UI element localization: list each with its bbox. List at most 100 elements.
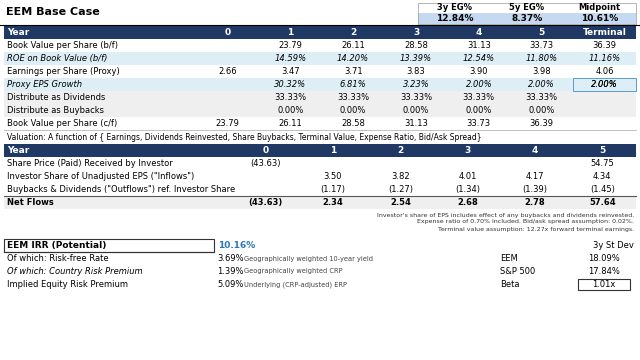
Bar [4,39,636,52]
Text: Investor Share of Unadjusted EPS ("Inflows"): Investor Share of Unadjusted EPS ("Inflo… [7,172,195,181]
Text: 12.54%: 12.54% [463,54,495,63]
Text: 11.16%: 11.16% [589,54,621,63]
Text: 2.34: 2.34 [323,198,344,207]
Text: Beta: Beta [500,280,520,289]
Text: (1.39): (1.39) [522,185,547,194]
Text: Geographically weighted CRP: Geographically weighted CRP [244,269,342,274]
Text: 2.66: 2.66 [218,67,237,76]
Text: 1: 1 [330,146,336,155]
Bar [4,78,636,91]
Text: 3.69%: 3.69% [217,254,244,263]
Text: 4: 4 [476,28,482,37]
Text: 57.64: 57.64 [589,198,616,207]
Text: 31.13: 31.13 [404,119,428,128]
Text: Valuation: A function of { Earnings, Dividends Reinvested, Share Buybacks, Termi: Valuation: A function of { Earnings, Div… [7,132,482,141]
Text: 4.06: 4.06 [595,67,614,76]
Text: 3y EG%: 3y EG% [437,4,472,13]
Text: S&P 500: S&P 500 [500,267,535,276]
Bar [578,279,630,290]
Text: 2.00%: 2.00% [465,80,492,89]
Text: 33.33%: 33.33% [337,93,369,102]
Text: 3.23%: 3.23% [403,80,429,89]
Text: Of which: Risk-free Rate: Of which: Risk-free Rate [7,254,109,263]
Text: Distribute as Buybacks: Distribute as Buybacks [7,106,104,115]
Text: 3.50: 3.50 [324,172,342,181]
Bar [4,157,636,170]
Text: 2: 2 [397,146,403,155]
Bar [4,239,214,252]
Text: 33.33%: 33.33% [463,93,495,102]
Text: 18.09%: 18.09% [588,254,620,263]
Text: 0.00%: 0.00% [277,106,303,115]
Text: 33.33%: 33.33% [274,93,307,102]
Text: 5y EG%: 5y EG% [509,4,545,13]
Bar [4,196,636,209]
Text: 1: 1 [287,28,293,37]
Text: 11.80%: 11.80% [525,54,558,63]
Bar [573,78,636,91]
Text: 1.39%: 1.39% [217,267,243,276]
Text: 28.58: 28.58 [341,119,365,128]
Text: Year: Year [7,146,29,155]
Text: Buybacks & Dividends ("Outflows") ref. Investor Share: Buybacks & Dividends ("Outflows") ref. I… [7,185,236,194]
Text: 31.13: 31.13 [467,41,491,50]
Text: Terminal: Terminal [582,28,627,37]
Text: 3.47: 3.47 [281,67,300,76]
Text: 14.20%: 14.20% [337,54,369,63]
Text: 28.58: 28.58 [404,41,428,50]
Text: Net Flows: Net Flows [7,198,54,207]
Text: 36.39: 36.39 [593,41,616,50]
Bar [4,91,636,104]
Text: 13.39%: 13.39% [400,54,432,63]
Text: 33.73: 33.73 [530,41,554,50]
Text: 1.01x: 1.01x [592,280,616,289]
Bar [418,3,636,24]
Text: 3.71: 3.71 [344,67,362,76]
Bar [4,65,636,78]
Text: 2.00%: 2.00% [591,80,618,89]
Text: 3.82: 3.82 [391,172,410,181]
Text: 14.59%: 14.59% [274,54,307,63]
Text: 30.32%: 30.32% [274,80,307,89]
Text: (1.27): (1.27) [388,185,413,194]
Text: Midpoint: Midpoint [579,4,621,13]
Text: Expense ratio of 0.70% included. Bid/ask spread assumption: 0.02%.: Expense ratio of 0.70% included. Bid/ask… [417,220,634,225]
Bar [4,26,636,39]
Text: 5: 5 [599,146,605,155]
Text: 10.61%: 10.61% [581,14,618,23]
Text: Investor's share of EPS includes effect of any buybacks and dividends reinvested: Investor's share of EPS includes effect … [377,212,634,217]
Text: 23.79: 23.79 [216,119,239,128]
Text: 2: 2 [350,28,356,37]
Text: 23.79: 23.79 [278,41,302,50]
Text: (43.63): (43.63) [250,159,281,168]
Text: 4.01: 4.01 [458,172,477,181]
Bar [418,13,636,24]
Text: 8.37%: 8.37% [511,14,543,23]
Bar [4,104,636,117]
Text: Underlying (CRP-adjusted) ERP: Underlying (CRP-adjusted) ERP [244,281,347,288]
Text: 36.39: 36.39 [530,119,554,128]
Text: (43.63): (43.63) [248,198,283,207]
Text: Terminal value assumption: 12.27x forward terminal earnings.: Terminal value assumption: 12.27x forwar… [438,226,634,231]
Text: 26.11: 26.11 [341,41,365,50]
Text: 0.00%: 0.00% [403,106,429,115]
Text: 2.00%: 2.00% [529,80,555,89]
Text: 5: 5 [539,28,545,37]
Text: 54.75: 54.75 [591,159,614,168]
Text: EEM: EEM [500,254,518,263]
Text: 0.00%: 0.00% [529,106,555,115]
Text: 3.83: 3.83 [406,67,426,76]
Text: 0: 0 [262,146,269,155]
Text: Year: Year [7,28,29,37]
Text: 3: 3 [465,146,471,155]
Text: EEM IRR (Potential): EEM IRR (Potential) [7,241,106,250]
Text: 3: 3 [413,28,419,37]
Bar [4,183,636,196]
Text: Earnings per Share (Proxy): Earnings per Share (Proxy) [7,67,120,76]
Text: 6.81%: 6.81% [340,80,367,89]
Text: (1.34): (1.34) [455,185,480,194]
Text: 3.98: 3.98 [532,67,551,76]
Text: Distribute as Dividends: Distribute as Dividends [7,93,106,102]
Text: 10.16%: 10.16% [218,241,255,250]
Text: 3y St Dev: 3y St Dev [593,241,634,250]
